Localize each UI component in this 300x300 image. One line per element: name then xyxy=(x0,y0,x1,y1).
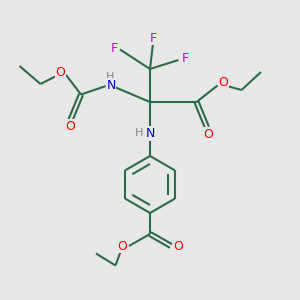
Text: O: O xyxy=(174,239,183,253)
Text: O: O xyxy=(65,120,75,133)
Text: O: O xyxy=(203,128,213,141)
Text: F: F xyxy=(149,32,157,45)
Text: H: H xyxy=(106,72,114,82)
Text: O: O xyxy=(56,65,65,79)
Text: O: O xyxy=(219,76,228,89)
Text: H: H xyxy=(135,128,144,139)
Text: O: O xyxy=(118,239,127,253)
Text: F: F xyxy=(111,41,118,55)
Text: N: N xyxy=(106,79,116,92)
Text: N: N xyxy=(145,127,155,140)
Text: F: F xyxy=(182,52,189,65)
